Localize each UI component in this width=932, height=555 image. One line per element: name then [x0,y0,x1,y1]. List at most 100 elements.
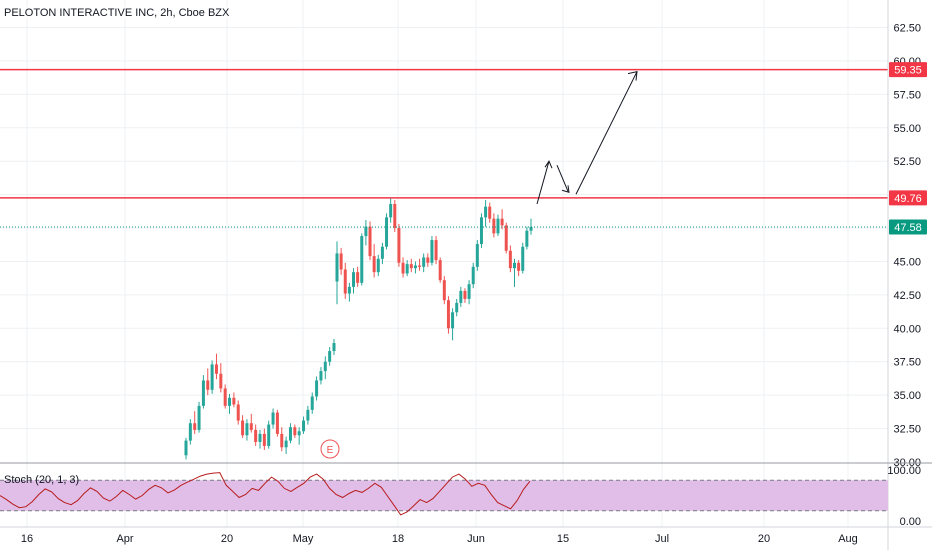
candle-body [280,433,284,448]
y-tick-label: 37.50 [893,357,921,369]
x-tick-label: 20 [758,533,770,545]
candle-body [364,226,368,237]
candle-body [193,423,197,430]
candle-body [418,265,422,267]
candle-body [372,256,376,273]
projection-arrow-up-1 [536,161,550,205]
x-tick-label: 20 [221,533,233,545]
candle-body [434,240,438,261]
candle-body [335,253,339,282]
candle-body [288,427,292,441]
candle-body [368,226,372,257]
x-tick-label: Jun [467,533,485,545]
candle-body [376,258,380,273]
candle-body [430,240,434,263]
candle-body [315,380,319,397]
projection-arrowhead-1 [544,160,553,169]
candle-body [332,343,336,352]
y-tick-label: 55.00 [893,123,921,135]
candle-body [484,206,488,218]
candle-body [459,290,463,303]
candle-body [467,284,471,299]
candle-body [197,405,201,430]
x-tick-label: Aug [838,533,858,545]
candle-body [184,440,188,456]
candle-body [302,420,306,432]
candle-body [347,286,351,294]
stoch-indicator-label: Stoch (20, 1, 3) [4,474,80,486]
candle-body [206,380,210,390]
candle-body [293,427,297,436]
y-tick-label: 52.50 [893,156,921,168]
candle-body [405,264,409,274]
candle-body [488,206,492,219]
candle-body [323,361,327,372]
candle-body [500,218,504,226]
candle-body [517,262,521,271]
candle-body [397,228,401,263]
candle-body [339,253,343,270]
candle-body [352,272,356,287]
candle-body [258,433,262,442]
candle-body [262,433,266,446]
candle-body [306,409,310,421]
candle-body [479,217,483,245]
candle-body [356,272,360,283]
candle-body [219,373,223,389]
price-label-box [889,62,927,78]
candle-body [446,300,450,329]
stoch-band [0,480,888,511]
candle-body [512,262,516,269]
chart-title: PELOTON INTERACTIVE INC, 2h, Cboe BZX [4,7,230,19]
x-tick-label: May [293,533,314,545]
candle-body [254,429,258,442]
projection-arrow-down [556,164,569,192]
candle-body [521,246,525,271]
candle-body [343,269,347,294]
candle-body [426,257,430,263]
candle-body [385,217,389,247]
candle-body [496,218,500,234]
candle-body [223,388,227,406]
projection-arrowhead-3 [627,70,638,81]
candle-body [422,257,426,267]
candle-body [214,364,218,374]
candle-body [492,218,496,234]
candle-body [389,203,393,218]
candle-body [245,423,249,436]
candle-body [442,280,446,301]
candle-body [249,423,253,430]
x-tick-label: 15 [557,533,569,545]
candle-body [413,265,417,269]
projection-arrow-up-2 [575,71,638,195]
candles-group [184,197,533,460]
y-tick-label: 57.50 [893,89,921,101]
candle-body [232,397,236,405]
candle-body [525,230,529,247]
candle-body [380,246,384,259]
candle-body [267,424,271,446]
candle-body [504,225,508,251]
candle-body [284,440,288,448]
projection-arrowhead-2 [561,185,570,193]
x-tick-label: 18 [392,533,404,545]
price-label: 59.35 [894,65,922,77]
y-tick-label: 32.50 [893,424,921,436]
candle-body [438,260,442,281]
candle-body [455,302,459,313]
earnings-marker-label: E [327,445,334,456]
candle-body [451,312,455,329]
candle-body [275,412,279,434]
candle-body [401,262,405,274]
candle-body [409,264,413,269]
earnings-marker-circle [320,439,340,459]
candle-body [210,364,214,390]
candle-body [310,396,314,410]
candle-body [188,423,192,441]
price-label: 49.76 [894,193,922,205]
candle-body [475,244,479,267]
candle-body [236,404,240,421]
candle-body [529,226,533,231]
